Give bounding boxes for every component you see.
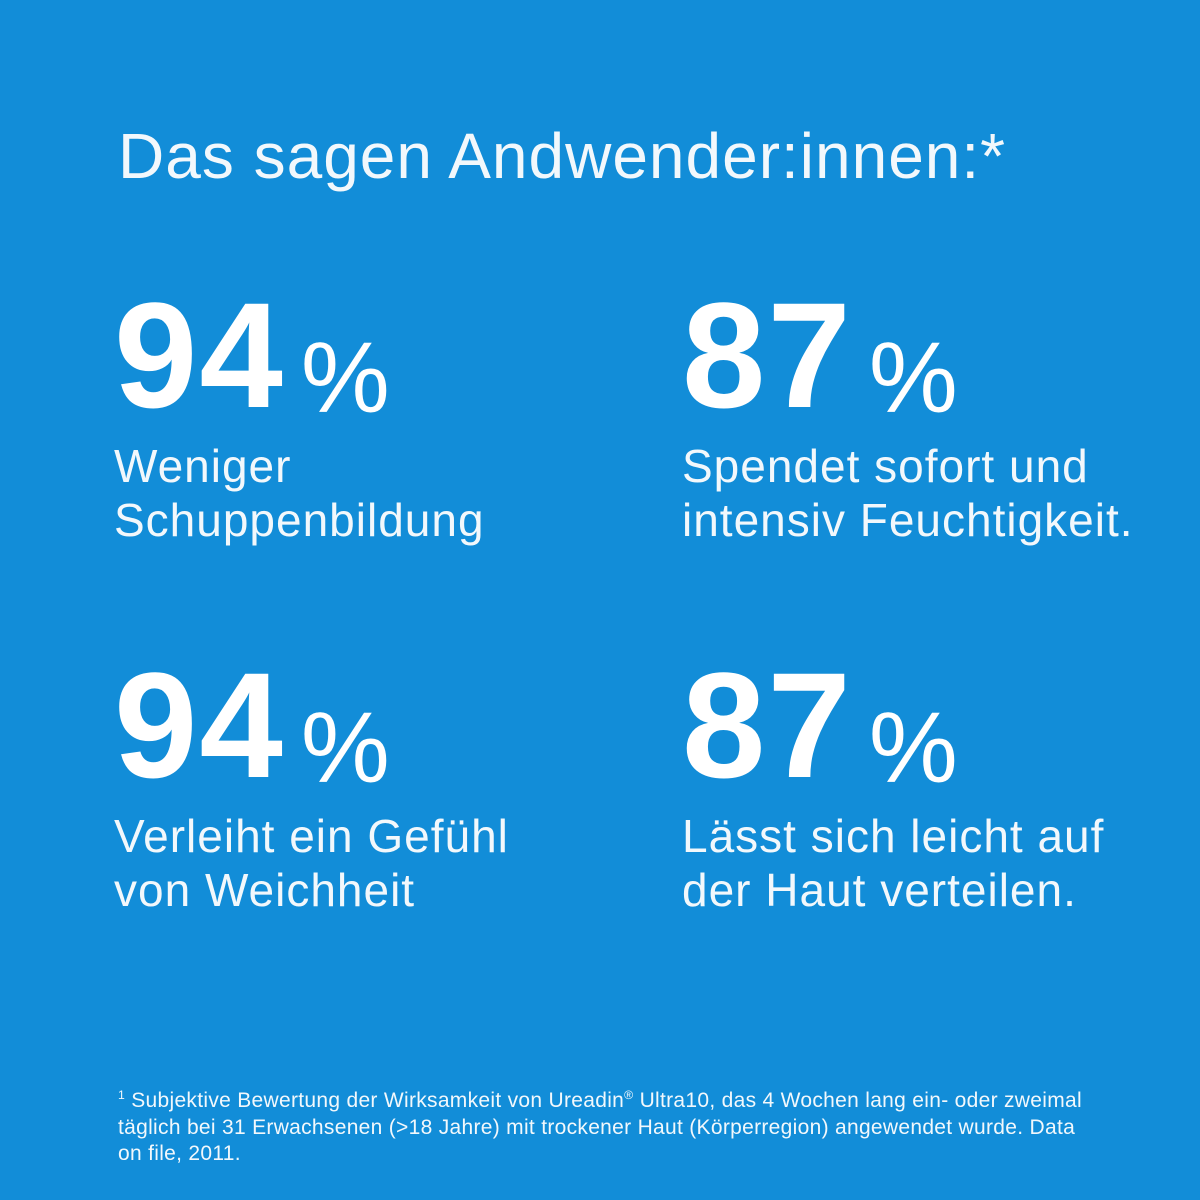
- footnote-text-before-reg: Subjektive Bewertung der Wirksamkeit von…: [125, 1089, 625, 1112]
- stat-label-line-1: Lässt sich leicht auf: [682, 810, 1105, 862]
- stat-value: 87: [682, 271, 853, 439]
- stat-value: 87: [682, 641, 853, 809]
- stat-value: 94: [114, 271, 285, 439]
- stat-label: Lässt sich leicht auf der Haut verteilen…: [682, 810, 1162, 918]
- stat-label-line-2: der Haut verteilen.: [682, 863, 1077, 916]
- stat-label-line-1: Spendet sofort und: [682, 440, 1089, 492]
- page-title: Das sagen Andwender:innen:*: [118, 120, 1007, 192]
- percent-sign: %: [868, 322, 958, 434]
- stat-block-weniger-schuppenbildung: 94 % Weniger Schuppenbildung: [114, 280, 594, 548]
- stat-value-row: 87 %: [682, 280, 958, 430]
- registered-trademark-symbol: ®: [624, 1088, 634, 1102]
- stat-block-gefuehl-weichheit: 94 % Verleiht ein Gefühl von Weichheit: [114, 650, 594, 918]
- stat-value-row: 94 %: [114, 650, 390, 800]
- stat-label-line-2: von Weichheit: [114, 863, 416, 916]
- stat-label: Verleiht ein Gefühl von Weichheit: [114, 810, 594, 918]
- stat-label-line-2: intensiv Feuchtigkeit.: [682, 493, 1134, 546]
- stat-block-leicht-verteilen: 87 % Lässt sich leicht auf der Haut vert…: [682, 650, 1162, 918]
- percent-sign: %: [300, 322, 390, 434]
- stat-value-row: 94 %: [114, 280, 390, 430]
- percent-sign: %: [868, 692, 958, 804]
- stat-label-line-1: Verleiht ein Gefühl: [114, 810, 509, 862]
- footnote-marker: 1: [118, 1088, 126, 1102]
- stat-block-spendet-feuchtigkeit: 87 % Spendet sofort und intensiv Feuchti…: [682, 280, 1162, 548]
- footnote: 1 Subjektive Bewertung der Wirksamkeit v…: [118, 1088, 1103, 1168]
- footnote-text-after-reg: Ultra10, das 4 Wochen lang ein- oder zwe…: [118, 1089, 1082, 1166]
- stat-label: Weniger Schuppenbildung: [114, 440, 594, 548]
- stat-value-row: 87 %: [682, 650, 958, 800]
- percent-sign: %: [300, 692, 390, 804]
- stat-label: Spendet sofort und intensiv Feuchtigkeit…: [682, 440, 1162, 548]
- stat-label-line-1: Weniger: [114, 440, 292, 492]
- stat-label-line-2: Schuppenbildung: [114, 493, 485, 546]
- stat-value: 94: [114, 641, 285, 809]
